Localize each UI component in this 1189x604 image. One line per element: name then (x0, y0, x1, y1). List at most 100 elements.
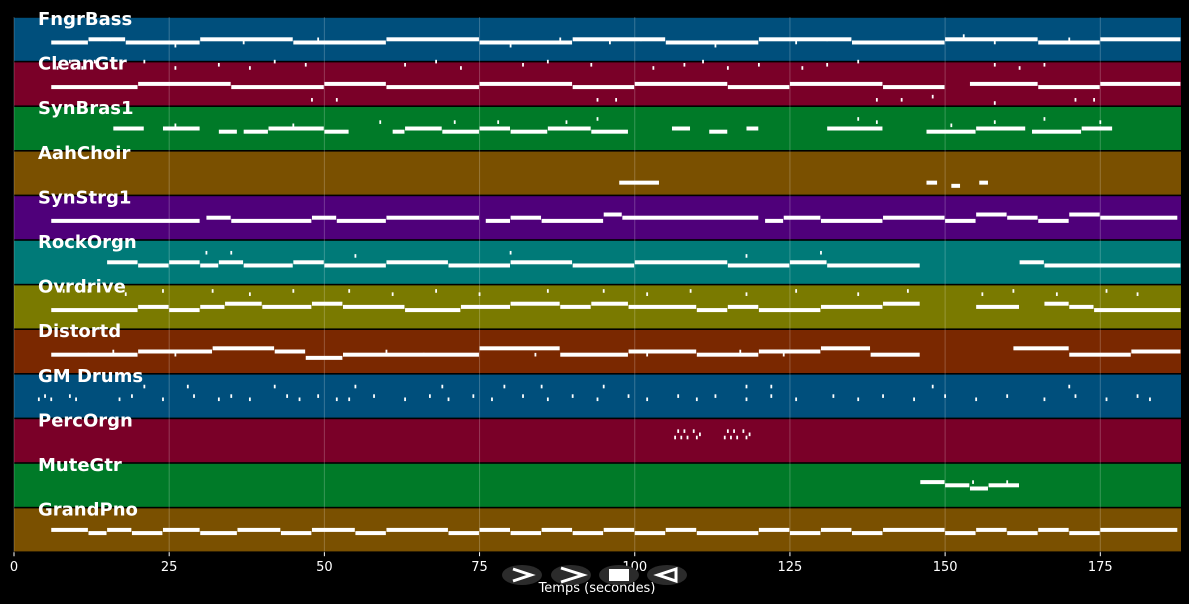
note-tick (975, 397, 978, 402)
note-tick (1099, 120, 1102, 124)
note-tick (81, 66, 84, 70)
note-tick (714, 394, 717, 398)
note-tick (736, 435, 739, 440)
track-lane-synstrg1 (14, 196, 1181, 240)
note-bar (125, 40, 200, 45)
note-bar (280, 531, 312, 536)
stop-icon (609, 569, 629, 581)
note-tick (931, 94, 934, 99)
track-label-rockorgn: RockOrgn (38, 232, 137, 253)
note-tick (565, 120, 568, 124)
track-label-mutegtr: MuteGtr (38, 455, 122, 476)
note-tick (993, 40, 996, 45)
note-tick (726, 66, 729, 70)
note-tick (162, 397, 164, 402)
note-tick (993, 120, 996, 124)
note-bar (510, 301, 560, 306)
note-bar (479, 81, 573, 86)
note-tick (131, 394, 133, 398)
note-tick (733, 429, 735, 433)
note-bar (324, 263, 386, 268)
note-tick (1006, 394, 1009, 398)
note-tick (972, 480, 974, 484)
note-bar (479, 40, 573, 45)
note-tick (1093, 98, 1095, 102)
note-bar (572, 37, 666, 42)
note-tick (193, 394, 195, 398)
note-tick (174, 66, 177, 70)
note-tick (770, 384, 773, 389)
note-bar (138, 304, 169, 309)
note-tick (913, 397, 915, 402)
note-bar (1013, 346, 1069, 351)
note-tick (273, 384, 276, 389)
note-tick (795, 289, 798, 293)
note-tick (677, 429, 680, 433)
note-tick (1012, 289, 1015, 293)
note-bar (883, 301, 920, 306)
note-tick (317, 394, 320, 398)
note-bar (1019, 260, 1044, 265)
note-tick (1136, 292, 1139, 296)
note-tick (1006, 480, 1009, 484)
play-button[interactable] (502, 565, 542, 585)
note-bar (386, 37, 479, 42)
note-bar (541, 527, 573, 532)
note-tick (714, 43, 717, 48)
note-bar (591, 301, 628, 306)
rewind-button[interactable] (647, 565, 687, 585)
note-tick (674, 435, 676, 440)
playback-controls (502, 565, 687, 585)
note-bar (976, 527, 1007, 532)
note-tick (50, 397, 53, 402)
note-bar (572, 263, 635, 268)
note-tick (950, 123, 953, 128)
note-tick (447, 397, 450, 402)
note-tick (354, 254, 357, 258)
note-tick (677, 394, 680, 398)
note-bar (622, 215, 759, 220)
note-bar (405, 126, 442, 131)
note-bar (225, 301, 262, 306)
note-bar (1038, 85, 1100, 90)
note-bar (883, 215, 945, 220)
note-bar (827, 126, 883, 131)
play-outline-icon (512, 567, 536, 583)
forward-button[interactable] (551, 565, 591, 585)
note-tick (186, 384, 189, 389)
note-tick (900, 98, 903, 102)
x-tick-label: 50 (316, 560, 333, 575)
note-bar (442, 129, 479, 134)
note-tick (317, 37, 320, 42)
note-bar (405, 308, 461, 313)
note-bar (572, 531, 604, 536)
note-tick (745, 292, 748, 296)
note-bar (107, 260, 138, 265)
note-bar (783, 215, 821, 220)
note-tick (590, 62, 593, 67)
track-label-ovrdrive: Ovrdrive (38, 277, 126, 298)
note-bar (200, 263, 219, 268)
note-tick (522, 62, 524, 67)
note-bar (969, 486, 988, 491)
note-tick (993, 101, 996, 105)
note-bar (448, 531, 479, 536)
note-bar (572, 85, 635, 90)
note-bar (51, 218, 200, 223)
note-tick (571, 394, 574, 398)
track-lane-rockorgn (14, 240, 1181, 284)
note-bar (852, 40, 945, 45)
note-bar (560, 304, 591, 309)
note-tick (742, 429, 745, 433)
note-tick (174, 123, 177, 128)
note-tick (37, 397, 40, 402)
note-tick (211, 289, 214, 293)
stop-button[interactable] (599, 565, 639, 585)
note-bar (945, 218, 976, 223)
note-bar (976, 212, 1007, 217)
note-bar (765, 218, 784, 223)
note-bar (1007, 215, 1038, 220)
note-tick (546, 289, 549, 293)
note-tick (286, 394, 289, 398)
track-label-grandpno: GrandPno (38, 500, 138, 521)
